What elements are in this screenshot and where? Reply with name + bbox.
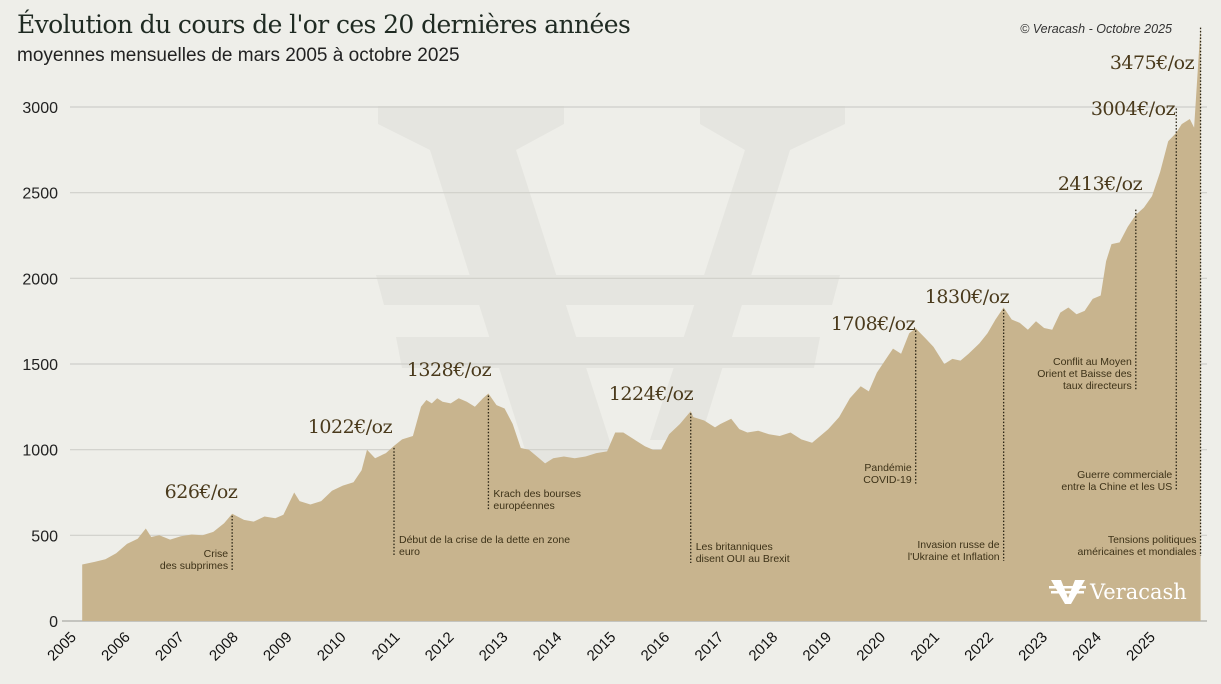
x-tick-label: 2024 <box>1069 629 1105 665</box>
event-label: COVID-19 <box>863 474 912 486</box>
x-tick-label: 2021 <box>907 629 943 665</box>
event-label: Invasion russe de <box>917 539 999 551</box>
x-tick-label: 2010 <box>314 629 350 665</box>
x-tick-label: 2009 <box>260 629 296 665</box>
event-label: entre la Chine et les US <box>1061 481 1172 493</box>
logo-text: Veracash <box>1089 580 1187 604</box>
event-label: Krach des bourses <box>493 488 581 500</box>
price-label: 1708€/oz <box>831 313 916 335</box>
price-label: 1224€/oz <box>609 383 694 405</box>
x-tick-label: 2012 <box>422 629 458 665</box>
y-tick-label: 0 <box>49 614 58 631</box>
veracash-logo: Veracash <box>1049 580 1187 604</box>
veracash-v-icon <box>1049 580 1086 604</box>
event-label: Tensions politiques <box>1108 534 1197 546</box>
x-tick-label: 2018 <box>746 629 782 665</box>
event-label: euro <box>399 546 420 558</box>
event-label: américaines et mondiales <box>1077 546 1196 558</box>
y-tick-label: 500 <box>31 528 58 545</box>
price-label: 3475€/oz <box>1110 52 1195 74</box>
gold-price-area <box>82 25 1201 622</box>
chart-title: Évolution du cours de l'or ces 20 derniè… <box>17 10 631 39</box>
x-tick-label: 2017 <box>692 629 728 665</box>
x-axis: 2005 2006 2007 2008 2009 2010 2011 2012 2013 2014… <box>44 629 1159 665</box>
event-label: des subprimes <box>160 560 228 572</box>
event-label: Crise <box>204 548 229 560</box>
x-tick-label: 2019 <box>800 629 836 665</box>
chart-subtitle: moyennes mensuelles de mars 2005 à octob… <box>17 45 460 66</box>
x-tick-label: 2008 <box>206 629 242 665</box>
price-label: 3004€/oz <box>1091 98 1176 120</box>
x-tick-label: 2023 <box>1015 629 1051 665</box>
y-tick-label: 3000 <box>22 100 58 117</box>
event-label: l'Ukraine et Inflation <box>908 551 1000 563</box>
event-label: Orient et Baisse des <box>1037 368 1132 380</box>
event-label: Les britanniques <box>696 541 773 553</box>
x-tick-label: 2007 <box>152 629 188 665</box>
x-tick-label: 2005 <box>44 629 80 665</box>
event-label: disent OUI au Brexit <box>696 553 790 565</box>
x-tick-label: 2013 <box>476 629 512 665</box>
event-label: Début de la crise de la dette en zone <box>399 534 570 546</box>
x-tick-label: 2020 <box>853 629 889 665</box>
x-tick-label: 2014 <box>530 629 566 665</box>
y-tick-label: 2000 <box>22 271 58 288</box>
copyright-credit: © Veracash - Octobre 2025 <box>1020 22 1172 36</box>
price-label: 626€/oz <box>165 481 238 503</box>
event-label: Guerre commerciale <box>1077 469 1172 481</box>
price-label: 1830€/oz <box>925 286 1010 308</box>
x-tick-label: 2022 <box>961 629 997 665</box>
event-label: taux directeurs <box>1063 380 1132 392</box>
y-tick-label: 1500 <box>22 357 58 374</box>
price-labels: 626€/oz 1022€/oz 1328€/oz 1224€/oz 1708€/oz 1… <box>165 52 1195 503</box>
price-label: 2413€/oz <box>1058 173 1143 195</box>
x-tick-label: 2015 <box>584 629 620 665</box>
y-tick-label: 2500 <box>22 186 58 203</box>
price-label: 1328€/oz <box>407 359 492 381</box>
event-label: Conflit au Moyen <box>1053 356 1132 368</box>
event-label: Pandémie <box>864 462 911 474</box>
y-axis: 0 500 1000 1500 2000 2500 3000 <box>22 100 58 631</box>
x-tick-label: 2011 <box>369 629 404 664</box>
price-label: 1022€/oz <box>308 416 393 438</box>
x-tick-label: 2006 <box>98 629 134 665</box>
x-tick-label: 2025 <box>1123 629 1159 665</box>
x-tick-label: 2016 <box>638 629 674 665</box>
event-label: européennes <box>493 500 554 512</box>
y-tick-label: 1000 <box>22 443 58 460</box>
